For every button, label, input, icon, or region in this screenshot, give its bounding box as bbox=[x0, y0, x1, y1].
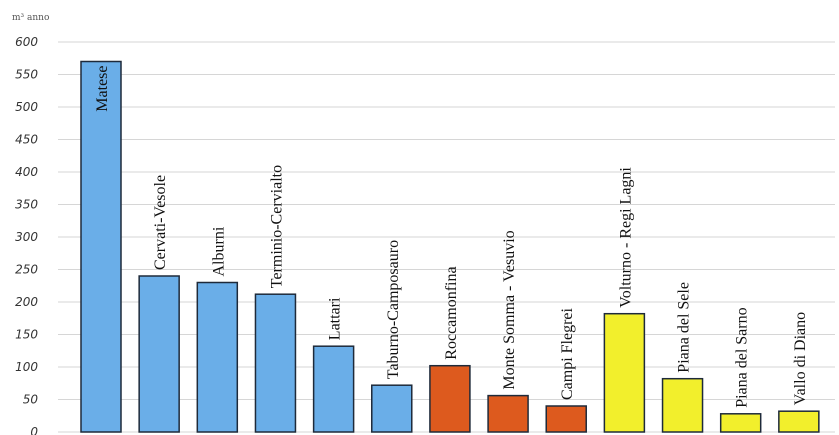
bars bbox=[80, 60, 820, 433]
category-label: Taburno-Camposauro bbox=[385, 240, 402, 379]
category-label: Piana del Sarno bbox=[734, 307, 751, 407]
category-label: Piana del Sele bbox=[676, 282, 693, 373]
category-label: Campi Flegrei bbox=[559, 307, 576, 400]
y-tick-label: 200 bbox=[15, 295, 38, 309]
category-label: Alburni bbox=[210, 226, 227, 276]
bar-13 bbox=[778, 410, 820, 433]
y-tick-label: 250 bbox=[15, 263, 38, 277]
y-axis-unit-label: m³ anno bbox=[12, 13, 49, 23]
category-label: Matese bbox=[94, 66, 111, 112]
bar-3 bbox=[196, 281, 239, 433]
bar-8 bbox=[487, 394, 529, 433]
y-tick-label: 450 bbox=[15, 133, 38, 147]
category-label: Monte Somma - Vesuvio bbox=[501, 230, 518, 389]
category-label: Roccamonfina bbox=[443, 266, 460, 359]
bar-12 bbox=[719, 413, 762, 433]
y-tick-label: 100 bbox=[15, 360, 38, 374]
y-tick-label: 500 bbox=[15, 100, 38, 114]
bar-4 bbox=[254, 293, 297, 433]
y-tick-label: 150 bbox=[15, 328, 38, 342]
bar-6 bbox=[371, 384, 413, 433]
bar-5 bbox=[312, 345, 355, 433]
bar-1 bbox=[80, 60, 122, 433]
y-tick-label: 550 bbox=[15, 68, 38, 82]
category-label: Lattari bbox=[327, 297, 344, 340]
y-tick-label: 0 bbox=[30, 425, 38, 435]
y-tick-label: 350 bbox=[15, 198, 38, 212]
bar-2 bbox=[138, 275, 180, 433]
gridlines bbox=[58, 41, 835, 433]
category-label: Vallo di Diano bbox=[792, 312, 809, 405]
bar-7 bbox=[429, 364, 471, 433]
category-label: Volturno - Regi Lagni bbox=[617, 167, 634, 308]
bar-11 bbox=[661, 377, 704, 433]
y-tick-label: 50 bbox=[23, 393, 39, 407]
bar-9 bbox=[545, 405, 587, 433]
category-label: Cervati-Vesole bbox=[152, 175, 169, 270]
category-labels: Matese Cervati-Vesole Alburni Terminio-Cerv… bbox=[94, 66, 809, 408]
y-axis-ticks: 0 50 100 150 200 250 300 350 400 450 500 550 600 bbox=[15, 35, 38, 435]
bar-10 bbox=[603, 312, 646, 433]
y-tick-label: 300 bbox=[15, 230, 38, 244]
y-tick-label: 400 bbox=[15, 165, 38, 179]
y-tick-label: 600 bbox=[15, 35, 38, 49]
category-label: Terminio-Cervialto bbox=[268, 165, 285, 288]
